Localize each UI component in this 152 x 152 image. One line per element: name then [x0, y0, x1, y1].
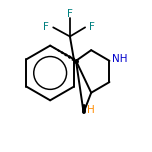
Text: F: F	[43, 22, 49, 32]
Text: H: H	[87, 105, 95, 115]
Text: NH: NH	[112, 54, 128, 64]
Text: F: F	[89, 22, 95, 32]
Text: F: F	[67, 9, 73, 19]
